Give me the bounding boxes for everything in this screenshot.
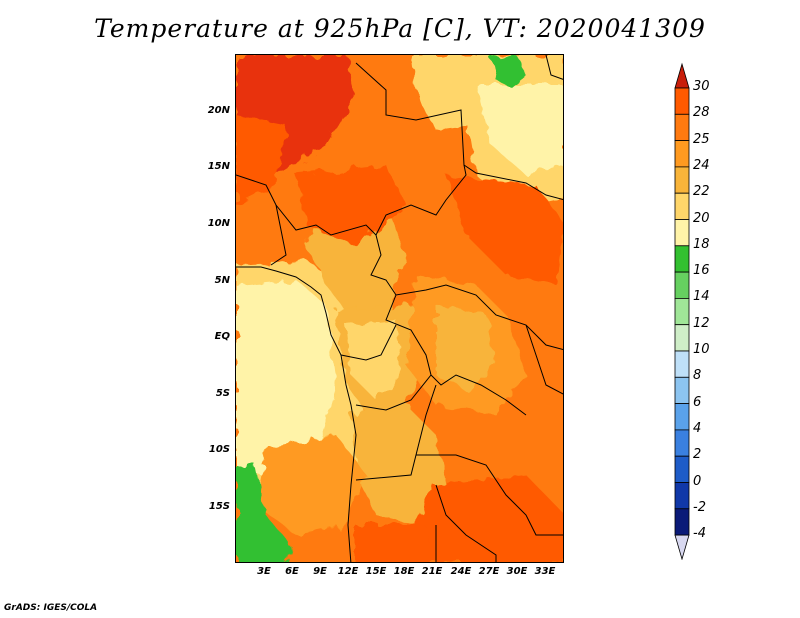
colorbar bbox=[674, 62, 690, 560]
colorbar-swatch bbox=[674, 324, 690, 352]
colorbar-swatch bbox=[674, 192, 690, 220]
colorbar-label: 24 bbox=[693, 157, 710, 173]
colorbar-swatch bbox=[674, 508, 690, 536]
colorbar-swatch bbox=[674, 376, 690, 404]
colorbar-label: 0 bbox=[693, 473, 702, 489]
colorbar-top-arrow bbox=[674, 62, 690, 89]
lon-tick-label: 9E bbox=[313, 566, 327, 577]
colorbar-swatch bbox=[674, 166, 690, 194]
lon-tick-label: 6E bbox=[285, 566, 299, 577]
temperature-map-canvas bbox=[236, 55, 563, 562]
lat-tick-label: 15S bbox=[208, 501, 230, 512]
colorbar-label: 4 bbox=[693, 420, 702, 436]
lat-tick-label: 10S bbox=[208, 444, 230, 455]
colorbar-swatch bbox=[674, 350, 690, 378]
lon-tick-label: 24E bbox=[450, 566, 472, 577]
colorbar-bottom-arrow bbox=[674, 534, 690, 560]
lon-tick-label: 12E bbox=[337, 566, 359, 577]
lat-tick-label: 10N bbox=[207, 218, 230, 229]
colorbar-label: 10 bbox=[693, 342, 710, 357]
colorbar-label: 16 bbox=[693, 263, 710, 279]
lat-tick-label: 5N bbox=[214, 275, 230, 286]
colorbar-label: 28 bbox=[693, 105, 710, 121]
colorbar-swatch bbox=[674, 403, 690, 431]
country-borders bbox=[236, 55, 563, 562]
lat-tick-label: 15N bbox=[207, 161, 230, 172]
colorbar-swatch bbox=[674, 297, 690, 326]
colorbar-swatch bbox=[674, 482, 690, 510]
colorbar-label: -2 bbox=[693, 499, 706, 515]
colorbar-swatch bbox=[674, 140, 690, 168]
lon-tick-label: 33E bbox=[534, 566, 556, 577]
map-title: Temperature at 925hPa [C], VT: 202004130… bbox=[94, 14, 706, 43]
lat-tick-label: 5S bbox=[215, 388, 230, 399]
temperature-field bbox=[236, 55, 563, 562]
lat-tick-label: EQ bbox=[214, 331, 230, 342]
grads-credit: GrADS: IGES/COLA bbox=[4, 603, 98, 613]
lon-tick-label: 15E bbox=[365, 566, 387, 577]
colorbar-label: 14 bbox=[693, 289, 710, 305]
colorbar-swatch bbox=[674, 245, 690, 273]
lon-tick-label: 3E bbox=[257, 566, 271, 577]
colorbar-swatch bbox=[674, 455, 690, 483]
colorbar-label: 25 bbox=[693, 131, 710, 147]
lon-tick-label: 18E bbox=[393, 566, 415, 577]
colorbar-swatch bbox=[674, 113, 690, 141]
temperature-map bbox=[235, 54, 564, 563]
colorbar-label: 30 bbox=[693, 79, 710, 94]
colorbar-swatch bbox=[674, 271, 690, 299]
colorbar-label: 22 bbox=[693, 184, 710, 200]
colorbar-label: 18 bbox=[693, 236, 710, 252]
colorbar-swatch bbox=[674, 429, 690, 457]
colorbar-swatch bbox=[674, 219, 690, 247]
lon-tick-label: 27E bbox=[478, 566, 500, 577]
colorbar-label: 6 bbox=[693, 394, 702, 410]
lon-tick-label: 30E bbox=[506, 566, 528, 577]
colorbar-swatch bbox=[674, 87, 690, 115]
colorbar-label: 20 bbox=[693, 210, 710, 226]
colorbar-label: 12 bbox=[693, 315, 710, 331]
colorbar-label: -4 bbox=[693, 526, 706, 542]
colorbar-label: 8 bbox=[693, 368, 702, 384]
lon-tick-label: 21E bbox=[421, 566, 443, 577]
lat-tick-label: 20N bbox=[207, 105, 230, 116]
colorbar-label: 2 bbox=[693, 447, 702, 463]
